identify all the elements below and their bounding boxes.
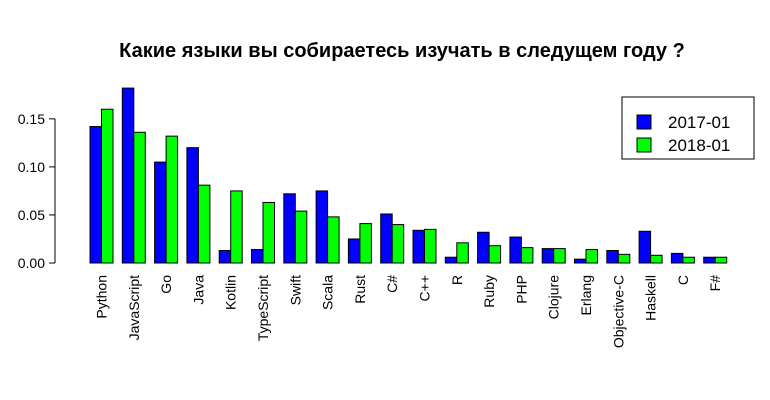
bar-Ruby-2017-01 <box>477 231 490 264</box>
bar-C-2018-01 <box>424 228 437 264</box>
bar-Java-2018-01 <box>197 184 211 264</box>
bar-Python-2017-01 <box>89 126 102 264</box>
bar-R-2017-01 <box>444 256 458 264</box>
bar-ObjectiveC-2017-01 <box>606 250 619 264</box>
bar-R-2018-01 <box>456 242 469 264</box>
bar-Haskell-2018-01 <box>650 254 663 264</box>
bar-Python-2018-01 <box>101 108 114 264</box>
bar-Scala-2017-01 <box>315 190 329 264</box>
x-axis-labels: Python JavaScript Go Java Kotlin TypeScript Sw… <box>94 275 724 348</box>
x-tick-label: Clojure <box>546 275 562 320</box>
bar-PHP-2017-01 <box>509 236 522 264</box>
x-tick-label: Rust <box>352 275 368 304</box>
bar-Ruby-2018-01 <box>488 245 502 264</box>
bar-Kotlin-2018-01 <box>230 190 243 264</box>
bar-Kotlin-2017-01 <box>218 250 232 264</box>
bar-TypeScript-2017-01 <box>251 249 264 264</box>
x-tick-label: C++ <box>417 275 433 301</box>
bars-group <box>89 87 728 264</box>
bar-Rust-2017-01 <box>347 238 361 264</box>
x-tick-label: Objective-C <box>610 275 626 348</box>
bar-PHP-2018-01 <box>520 247 534 264</box>
x-tick-label: Haskell <box>643 275 659 321</box>
y-axis: 0.00 0.05 0.10 0.15 <box>18 111 56 271</box>
bar-F-2017-01 <box>703 256 716 264</box>
x-tick-label: R <box>449 275 465 285</box>
bar-Swift-2017-01 <box>283 193 296 264</box>
bar-Go-2017-01 <box>154 161 167 264</box>
legend: 2017-01 2018-01 <box>621 96 755 160</box>
bar-TypeScript-2018-01 <box>262 201 275 264</box>
x-tick-label: JavaScript <box>126 275 142 340</box>
x-tick-label: Erlang <box>578 275 594 315</box>
x-tick-label: TypeScript <box>255 275 271 341</box>
legend-label-2018-01: 2018-01 <box>668 136 730 155</box>
x-tick-label: Kotlin <box>223 275 239 310</box>
bar-C-2018-01 <box>682 256 695 264</box>
bar-Erlang-2017-01 <box>574 258 587 264</box>
bar-Rust-2018-01 <box>359 223 372 264</box>
x-tick-label: C# <box>384 275 400 293</box>
bar-Clojure-2018-01 <box>553 248 566 264</box>
bar-Erlang-2018-01 <box>585 249 598 264</box>
bar-C-2017-01 <box>412 229 425 264</box>
legend-label-2017-01: 2017-01 <box>668 113 730 132</box>
bar-JavaScript-2018-01 <box>133 131 146 264</box>
legend-swatch-2018-01 <box>636 137 652 153</box>
x-tick-label: Ruby <box>481 275 497 308</box>
bar-C-2018-01 <box>391 224 405 264</box>
bar-Go-2018-01 <box>165 135 179 264</box>
bar-C-2017-01 <box>670 252 684 264</box>
bar-Scala-2018-01 <box>327 216 340 264</box>
chart-title: Какие языки вы собираетесь изучать в сле… <box>119 40 685 62</box>
y-tick-label: 0.10 <box>18 159 45 175</box>
bar-JavaScript-2017-01 <box>121 87 135 264</box>
bar-Haskell-2017-01 <box>638 230 652 264</box>
x-tick-label: Go <box>158 275 174 294</box>
bar-Clojure-2017-01 <box>541 248 555 264</box>
bar-Swift-2018-01 <box>294 210 308 264</box>
y-tick-label: 0.15 <box>18 111 45 127</box>
bar-Java-2017-01 <box>186 147 199 264</box>
y-tick-label: 0.05 <box>18 207 45 223</box>
x-tick-label: Java <box>190 275 206 305</box>
x-tick-label: Scala <box>320 275 336 310</box>
legend-swatch-2017-01 <box>636 114 652 130</box>
x-tick-label: PHP <box>513 275 529 304</box>
bar-C-2017-01 <box>380 213 393 264</box>
x-tick-label: Swift <box>287 275 303 305</box>
x-tick-label: F# <box>707 275 723 292</box>
y-tick-label: 0.00 <box>18 255 45 271</box>
bar-ObjectiveC-2018-01 <box>617 253 631 264</box>
bar-F-2018-01 <box>714 256 728 264</box>
x-tick-label: C <box>675 275 691 285</box>
x-tick-label: Python <box>94 275 110 319</box>
